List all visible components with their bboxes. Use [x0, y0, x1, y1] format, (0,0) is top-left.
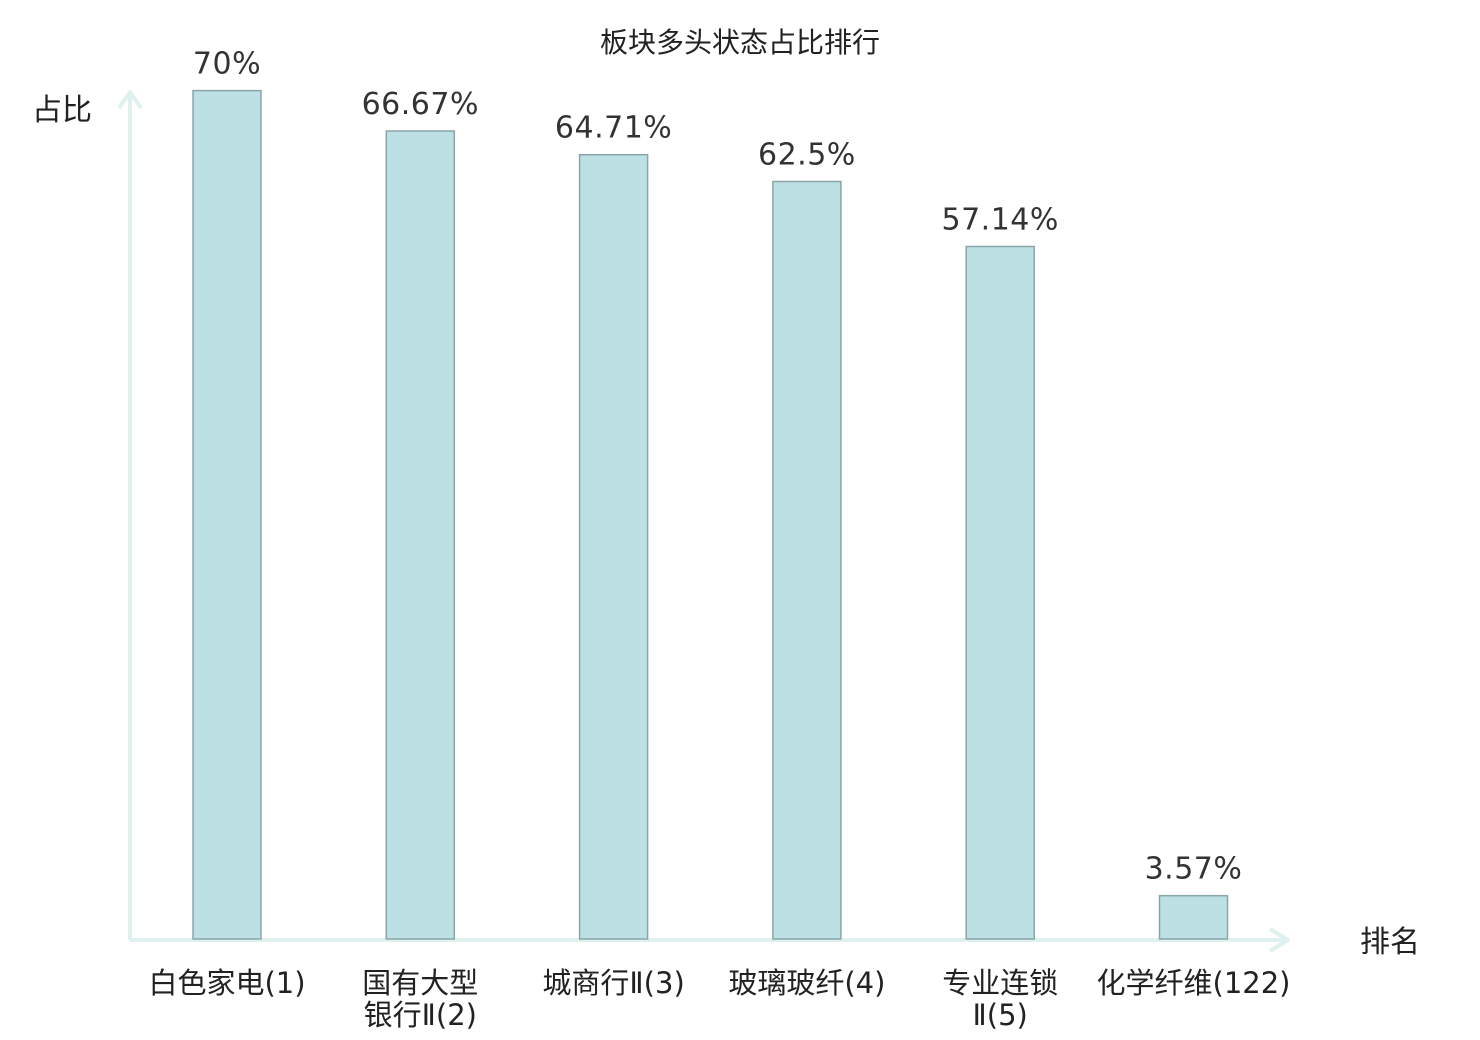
bar: [772, 180, 842, 940]
category-label: 白色家电(1): [148, 966, 305, 1000]
bar: [192, 89, 262, 940]
category-label: 玻璃玻纤(4): [728, 966, 885, 1000]
bars-group: [192, 89, 1229, 940]
value-label: 3.57%: [1145, 852, 1243, 887]
value-label: 57.14%: [942, 203, 1059, 238]
y-axis-label: 占比: [32, 93, 92, 128]
category-label: 化学纤维(122): [1097, 966, 1291, 1000]
category-label: 城商行Ⅱ(3): [542, 966, 684, 1000]
category-label: Ⅱ(5): [973, 998, 1028, 1032]
value-labels-group: 70% 66.67% 64.71% 62.5% 57.14% 3.57%: [193, 47, 1243, 887]
x-axis-label: 排名: [1360, 925, 1420, 960]
axes: [117, 90, 1290, 953]
value-label: 64.71%: [555, 111, 672, 146]
bar: [578, 153, 649, 940]
value-label: 70%: [193, 47, 261, 82]
bar: [385, 130, 456, 940]
category-label: 国有大型: [362, 966, 478, 1000]
category-label: 专业连锁: [942, 966, 1058, 1000]
value-label: 62.5%: [758, 138, 856, 173]
x-axis-arrow: [1268, 927, 1290, 953]
category-label: 银行Ⅱ(2): [364, 998, 477, 1032]
bar: [1158, 894, 1229, 940]
value-label: 66.67%: [362, 87, 479, 122]
bar: [965, 245, 1035, 940]
chart-title: 板块多头状态占比排行: [600, 26, 880, 59]
y-axis-arrow: [117, 90, 143, 110]
